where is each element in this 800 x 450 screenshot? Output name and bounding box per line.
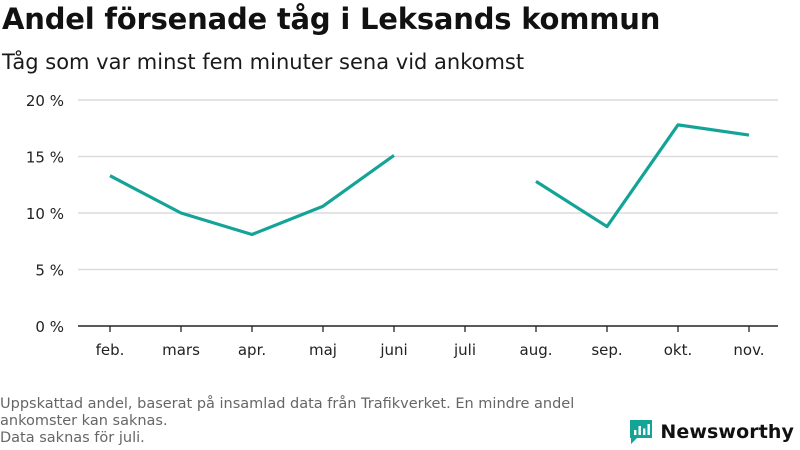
y-tick-label: 5 % — [35, 262, 64, 280]
series-line — [535, 123, 750, 229]
gridlines — [78, 99, 778, 271]
x-tick-label: juli — [453, 341, 476, 359]
footnote-line: ankomster kan saknas. — [0, 413, 168, 429]
x-tick-label: okt. — [664, 341, 693, 359]
x-tick-label: sep. — [591, 341, 622, 359]
x-tick-label: mars — [162, 341, 200, 359]
line-chart: 0 % 5 % 10 % 15 % 20 % feb. mars apr. maj juni jul… — [26, 92, 778, 359]
y-tick-label: 10 % — [26, 205, 64, 223]
y-tick-label: 15 % — [26, 149, 64, 167]
bar-chart-logo-icon — [630, 420, 653, 444]
footnote-line: Data saknas för juli. — [0, 430, 145, 446]
y-tick-label: 20 % — [26, 92, 64, 110]
x-tick-label: nov. — [733, 341, 764, 359]
y-tick-label: 0 % — [35, 318, 64, 336]
chart-subtitle: Tåg som var minst fem minuter sena vid a… — [2, 50, 525, 74]
brand-name: Newsworthy — [660, 421, 794, 443]
brand-logo: Newsworthy — [628, 418, 794, 446]
footnote: Uppskattad andel, baserat på insamlad da… — [0, 396, 630, 447]
x-tick-label: juni — [379, 341, 407, 359]
x-tick-label: feb. — [96, 341, 125, 359]
tick-labels: 0 % 5 % 10 % 15 % 20 % feb. mars apr. maj juni jul… — [26, 92, 765, 359]
chart-title: Andel försenade tåg i Leksands kommun — [2, 2, 661, 36]
series — [109, 123, 750, 237]
x-tick-label: aug. — [520, 341, 553, 359]
x-tick-label: apr. — [238, 341, 266, 359]
x-tick-label: maj — [309, 341, 337, 359]
series-line — [109, 154, 395, 237]
footnote-line: Uppskattad andel, baserat på insamlad da… — [0, 396, 575, 412]
axes — [78, 325, 778, 332]
